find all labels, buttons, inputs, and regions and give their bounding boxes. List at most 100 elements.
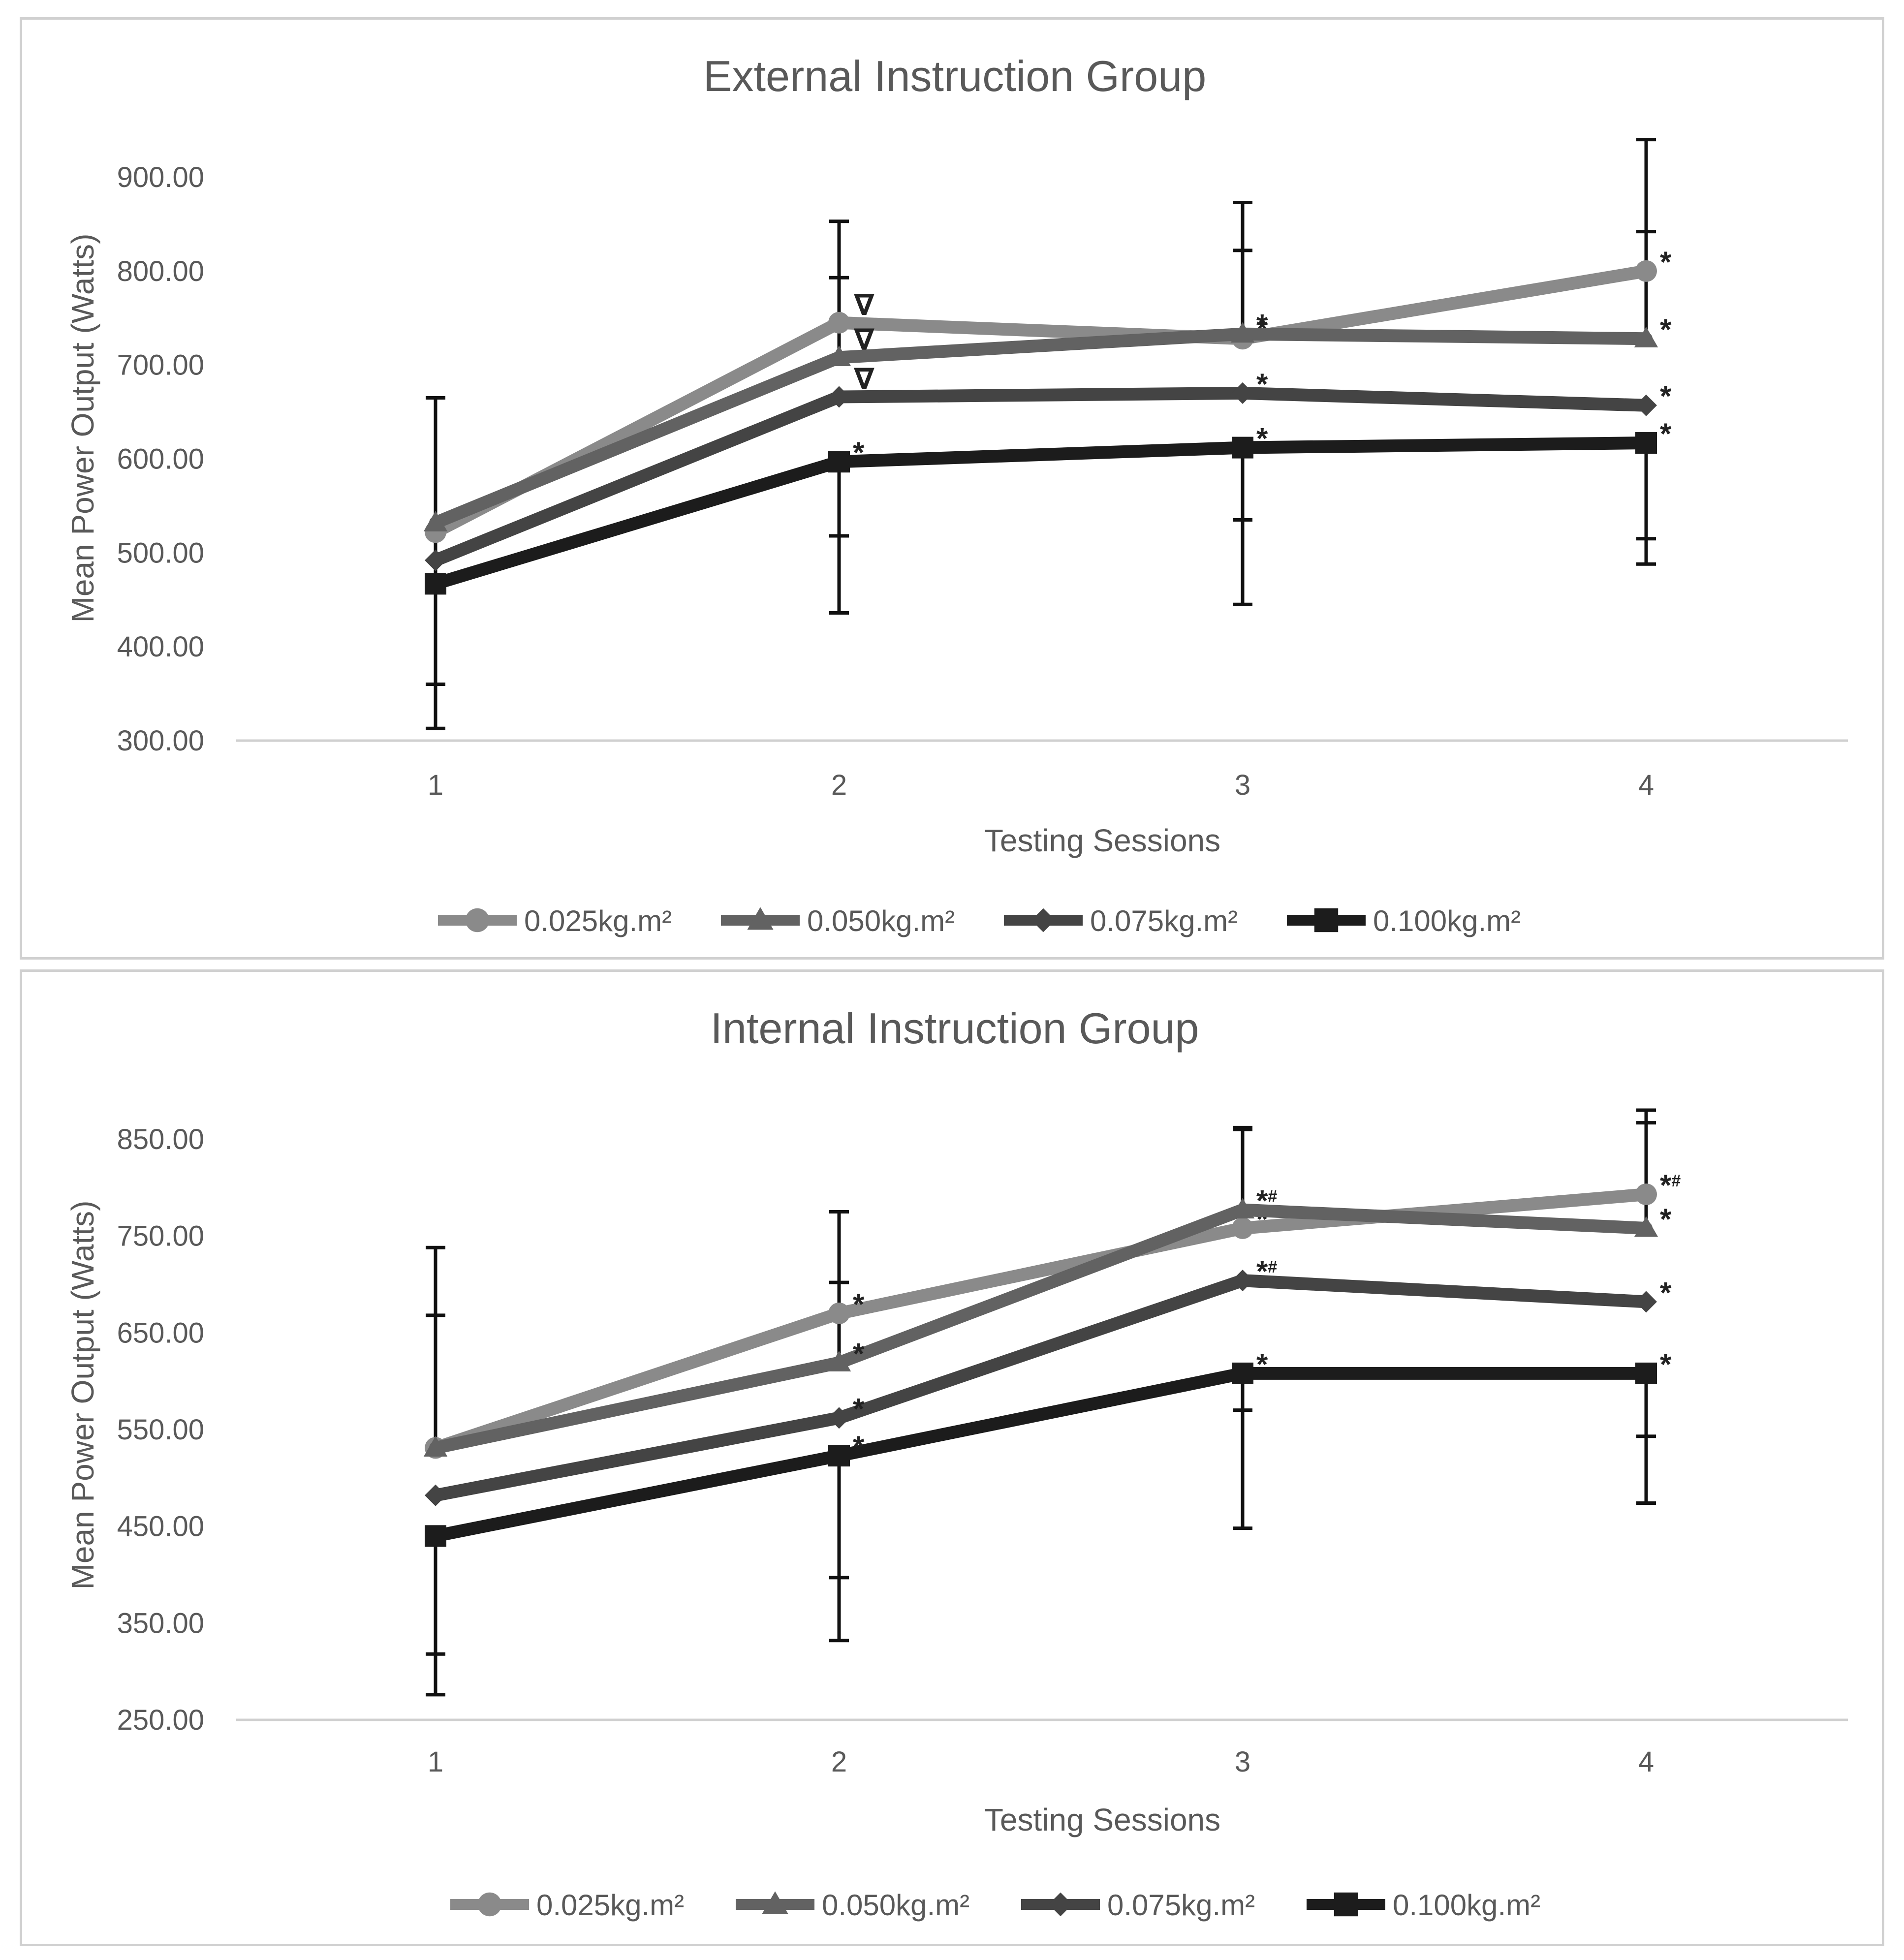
ext-series-0-075kg-m: ∇ * * [425, 363, 1672, 571]
ext-annotation-3-2: * [1256, 422, 1268, 455]
ext-point-3-0 [425, 573, 446, 595]
ext-point-2-0 [425, 549, 446, 571]
int-series-0-050kg-m: * * # * [423, 1184, 1672, 1457]
ext-point-2-1 [828, 386, 850, 408]
ext-series-0-100kg-m: * * * [425, 417, 1672, 595]
ext-point-0-1 [828, 311, 850, 334]
ext-point-1-3 [1634, 327, 1658, 347]
int-y-tick-4: 650.00 [117, 1317, 204, 1349]
int-series-0-025kg-m: ***# [425, 1169, 1681, 1459]
external-chart-panel: External Instruction Group 300.00 400.00 50… [20, 17, 1884, 960]
int-line-1 [429, 1203, 1653, 1455]
ext-point-1-0 [423, 511, 448, 531]
ext-legend-label-2: 0.075kg.m² [1090, 904, 1238, 937]
int-x-tick-3: 4 [1638, 1746, 1654, 1778]
int-legend-marker-1 [762, 1891, 788, 1914]
int-legend-marker-0 [477, 1892, 502, 1917]
int-y-tick-2: 450.00 [117, 1511, 204, 1543]
int-line-3 [429, 1367, 1653, 1543]
ext-y-tick-4: 700.00 [117, 349, 204, 381]
int-annotation-hash-0-3: # [1671, 1172, 1681, 1190]
int-error-bars [426, 1108, 1656, 1697]
int-y-tick-6: 850.00 [117, 1123, 204, 1155]
ext-y-tick-3: 600.00 [117, 443, 204, 475]
int-legend-label-2: 0.075kg.m² [1107, 1889, 1255, 1922]
int-line-0 [429, 1188, 1653, 1455]
ext-legend-marker-3 [1314, 908, 1339, 933]
ext-legend-label-3: 0.100kg.m² [1373, 904, 1521, 937]
ext-point-1-1 [827, 345, 851, 366]
ext-point-1-2 [1230, 322, 1255, 343]
int-legend-label-0: 0.025kg.m² [536, 1889, 684, 1922]
int-annotation-0-3: *# [1660, 1169, 1681, 1202]
ext-y-tick-5: 800.00 [117, 255, 204, 287]
ext-annotation-0-1: ∇ [854, 288, 874, 321]
ext-point-0-3 [1635, 260, 1657, 282]
int-x-axis-label: Testing Sessions [984, 1802, 1220, 1837]
ext-chart-title: External Instruction Group [703, 52, 1206, 100]
ext-point-3-2 [1232, 436, 1253, 459]
int-y-tick-5: 750.00 [117, 1220, 204, 1252]
ext-point-3-1 [828, 451, 850, 473]
ext-line-3 [429, 436, 1653, 591]
int-legend-marker-3 [1334, 1892, 1358, 1917]
ext-annotation-1-1: ∇ [854, 323, 874, 356]
int-point-3-3 [1635, 1362, 1657, 1384]
int-chart-title: Internal Instruction Group [711, 1004, 1199, 1053]
ext-x-tick-3: 4 [1638, 769, 1654, 801]
internal-chart-svg: Internal Instruction Group250.00350.0045… [65, 1004, 1848, 1922]
int-y-tick-1: 350.00 [117, 1607, 204, 1639]
int-x-tick-2: 3 [1235, 1746, 1250, 1778]
int-y-tick-0: 250.00 [117, 1704, 204, 1736]
ext-y-tick-2: 500.00 [117, 537, 204, 569]
ext-legend-label-1: 0.050kg.m² [807, 904, 955, 937]
int-point-2-2 [1232, 1270, 1253, 1292]
int-point-0-2 [1232, 1217, 1253, 1239]
ext-annotation-0-3: * [1660, 246, 1672, 279]
int-point-3-2 [1232, 1362, 1253, 1384]
int-annotation-2-3: * [1660, 1276, 1672, 1309]
ext-point-2-3 [1635, 394, 1657, 416]
int-series-0-075kg-m: * * # * [425, 1255, 1672, 1506]
ext-x-tick-0: 1 [428, 769, 443, 801]
int-point-1-2 [1230, 1198, 1255, 1219]
int-legend-marker-2 [1048, 1892, 1073, 1917]
ext-annotation-3-1: * [853, 436, 865, 469]
int-annotation-3-3: * [1660, 1348, 1672, 1381]
int-legend-label-1: 0.050kg.m² [822, 1889, 969, 1922]
ext-line-0 [429, 264, 1653, 539]
ext-legend-marker-2 [1031, 908, 1056, 933]
int-annotation-hash-1-2: # [1268, 1187, 1277, 1206]
ext-annotation-1-3: * [1660, 313, 1672, 346]
int-line-2 [429, 1274, 1653, 1502]
ext-x-tick-1: 2 [831, 769, 847, 801]
int-point-0-1 [828, 1303, 850, 1324]
external-chart-svg: External Instruction Group 300.00 400.00 50… [65, 52, 1848, 937]
ext-legend-marker-0 [465, 908, 490, 933]
int-y-tick-3: 550.00 [117, 1414, 204, 1446]
ext-annotation-2-3: * [1660, 380, 1672, 413]
ext-y-axis-label: Mean Power Output (Watts) [65, 234, 100, 623]
ext-y-tick-1: 400.00 [117, 631, 204, 663]
ext-point-2-2 [1232, 382, 1253, 404]
ext-line-2 [429, 386, 1653, 567]
int-point-3-0 [425, 1525, 446, 1547]
int-legend: 0.025kg.m² 0.050kg.m² 0.075kg.m² 0.100kg.m² [450, 1889, 1540, 1922]
ext-annotation-2-1: ∇ [854, 363, 874, 396]
ext-legend: 0.025kg.m² 0.050kg.m² 0.075kg.m² 0.100kg.m² [438, 904, 1521, 937]
int-x-tick-0: 1 [428, 1746, 443, 1778]
int-annotation-0-1: * [853, 1288, 865, 1321]
internal-chart-panel: Internal Instruction Group 250.00 350.00 45… [20, 969, 1884, 1946]
ext-y-tick-6: 900.00 [117, 161, 204, 193]
int-annotation-1-3: * [1660, 1203, 1672, 1236]
int-point-3-1 [828, 1445, 850, 1467]
int-annotation-hash-2-2: # [1268, 1258, 1277, 1276]
int-annotation-3-2: * [1256, 1348, 1268, 1381]
ext-legend-marker-1 [747, 907, 774, 930]
int-point-0-3 [1635, 1183, 1657, 1206]
ext-error-bars [426, 138, 1656, 730]
ext-y-tick-0: 300.00 [117, 725, 204, 757]
int-annotation-1-1: * [853, 1337, 865, 1370]
int-point-2-0 [425, 1484, 446, 1506]
ext-legend-label-0: 0.025kg.m² [524, 904, 672, 937]
